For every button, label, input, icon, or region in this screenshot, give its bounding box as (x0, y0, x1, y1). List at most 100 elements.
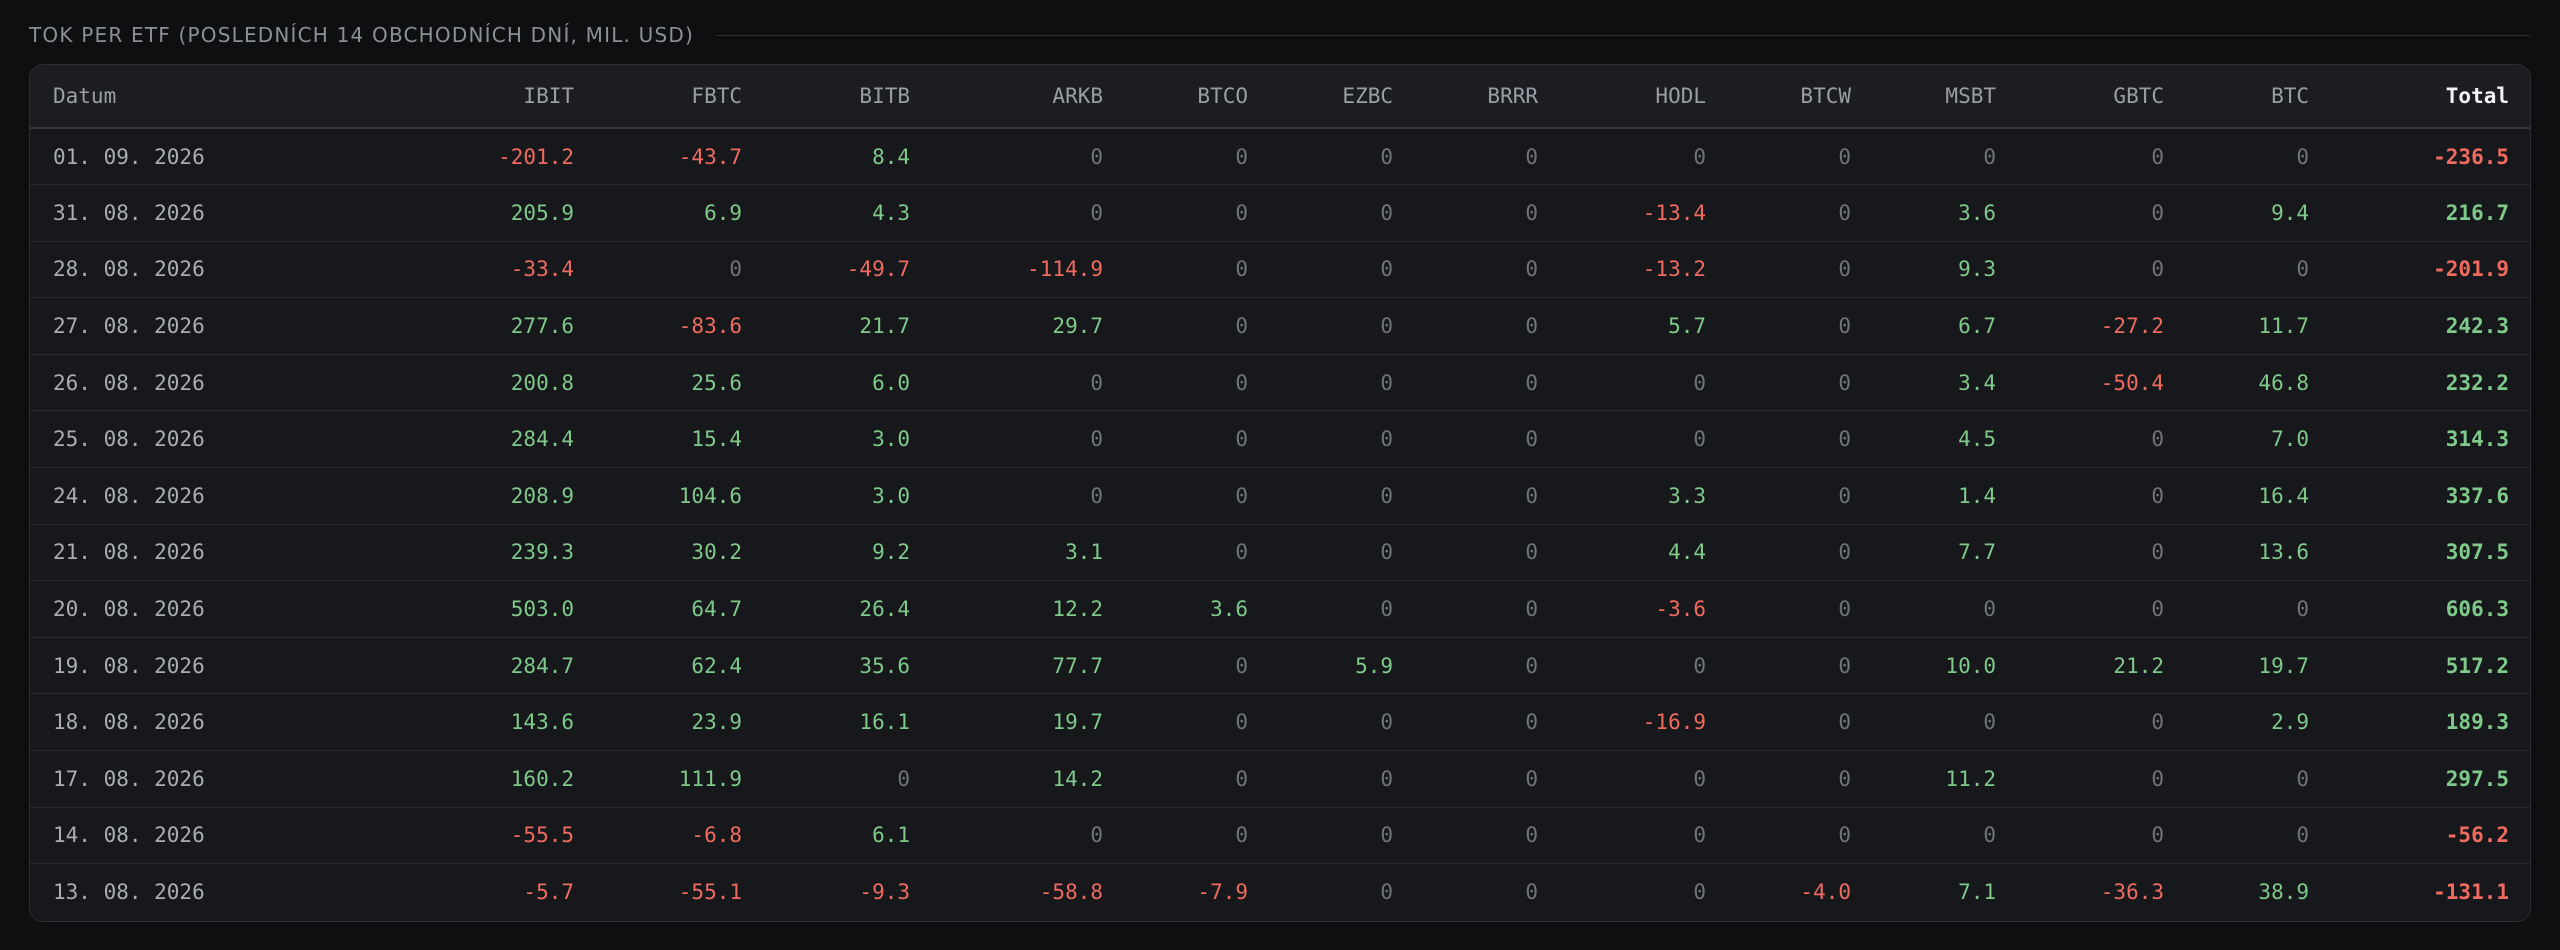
flow-cell-hodl: -13.2 (1559, 241, 1727, 299)
flow-cell-brrr: 0 (1414, 750, 1559, 808)
flow-cell-ibit: 205.9 (390, 184, 595, 242)
flow-cell-gbtc: -36.3 (2100, 880, 2164, 905)
date-cell: 14. 08. 2026 (30, 807, 390, 865)
flow-cell-hodl: 5.7 (1559, 297, 1727, 355)
section-title: TOK PER ETF (POSLEDNÍCH 14 OBCHODNÍCH DN… (29, 23, 695, 47)
flow-cell-btco: 0 (1124, 807, 1269, 865)
date-cell: 27. 08. 2026 (30, 297, 390, 355)
flow-cell-btco: 0 (1124, 637, 1269, 695)
column-header-total: Total (2330, 65, 2530, 129)
flow-cell-btco: 0 (1124, 693, 1269, 752)
flow-cell-gbtc: 0 (2017, 241, 2185, 299)
flow-cell-gbtc: 0 (2017, 807, 2185, 865)
flow-cell-msbt: 3.4 (1872, 354, 2017, 412)
date-cell: 19. 08. 2026 (30, 637, 390, 695)
flow-cell-btcw: 0 (1727, 807, 1872, 865)
flow-cell-gbtc: 0 (2017, 410, 2185, 469)
flow-cell-btco: 0 (1124, 524, 1269, 582)
flow-cell-brrr: 0 (1414, 637, 1559, 695)
date-cell: 13. 08. 2026 (53, 880, 205, 905)
etf-flow-table-card: Datum IBIT FBTC BITB ARKB BTCO EZBC BRRR HODL BTC… (29, 64, 2531, 922)
flow-cell-msbt: 7.1 (1958, 880, 1996, 905)
flow-cell-gbtc: 0 (2017, 524, 2185, 582)
table-row: 20. 08. 2026 503.0 64.7 26.4 12.2 3.6 0 0 -3.6 0 0… (30, 580, 2530, 638)
flow-cell-btc: 2.9 (2185, 693, 2330, 752)
flow-cell-ezbc: 0 (1380, 880, 1393, 905)
etf-flow-table: Datum IBIT FBTC BITB ARKB BTCO EZBC BRRR HODL BTC… (30, 65, 2530, 920)
flow-cell-btcw: -4.0 (1800, 880, 1851, 905)
column-header-arkb: ARKB (931, 65, 1124, 129)
flow-cell-ezbc: 5.9 (1269, 637, 1414, 695)
flow-cell-btcw: 0 (1727, 184, 1872, 242)
flow-cell-hodl: 0 (1559, 354, 1727, 412)
column-header-hodl: HODL (1559, 65, 1727, 129)
flow-cell-bitb: 3.0 (763, 410, 931, 469)
flow-cell-btco: 0 (1124, 354, 1269, 412)
flow-cell-btc: 9.4 (2185, 184, 2330, 242)
table-row: 26. 08. 2026 200.8 25.6 6.0 0 0 0 0 0 0 3.4 -50.4 46… (30, 354, 2530, 412)
total-cell: 216.7 (2330, 184, 2530, 242)
flow-cell-btc: 13.6 (2185, 524, 2330, 582)
flow-cell-ezbc: 0 (1269, 297, 1414, 355)
flow-cell-ibit: 160.2 (390, 750, 595, 808)
flow-cell-arkb: 0 (931, 354, 1124, 412)
flow-cell-btc: 7.0 (2185, 410, 2330, 469)
flow-cell-arkb: 0 (931, 807, 1124, 865)
flow-cell-msbt: 0 (1872, 693, 2017, 752)
flow-cell-fbtc: 25.6 (595, 354, 763, 412)
total-cell: -56.2 (2330, 807, 2530, 865)
flow-cell-btc: 11.7 (2185, 297, 2330, 355)
flow-cell-btcw: 0 (1727, 580, 1872, 638)
date-cell: 20. 08. 2026 (30, 580, 390, 638)
flow-cell-fbtc: -6.8 (595, 807, 763, 865)
table-body: 01. 09. 2026 -201.2 -43.7 8.4 0 0 0 0 0 0 0 0 0 -236.… (30, 128, 2530, 920)
flow-cell-hodl: 0 (1559, 750, 1727, 808)
flow-cell-btcw: 0 (1727, 297, 1872, 355)
flow-cell-msbt: 4.5 (1872, 410, 2017, 469)
date-cell: 18. 08. 2026 (30, 693, 390, 752)
flow-cell-ezbc: 0 (1269, 580, 1414, 638)
flow-cell-msbt: 6.7 (1872, 297, 2017, 355)
total-cell: 606.3 (2330, 580, 2530, 638)
flow-cell-btco: 0 (1124, 241, 1269, 299)
flow-cell-bitb: 4.3 (763, 184, 931, 242)
flow-cell-btcw: 0 (1727, 637, 1872, 695)
table-row: 14. 08. 2026 -55.5 -6.8 6.1 0 0 0 0 0 0 0 0 0 -56.2 (30, 807, 2530, 865)
date-cell: 25. 08. 2026 (30, 410, 390, 469)
flow-cell-btco: 0 (1124, 297, 1269, 355)
flow-cell-ezbc: 0 (1269, 354, 1414, 412)
flow-cell-ezbc: 0 (1269, 128, 1414, 186)
flow-cell-bitb: 0 (763, 750, 931, 808)
column-header-brrr: BRRR (1414, 65, 1559, 129)
date-cell: 26. 08. 2026 (30, 354, 390, 412)
flow-cell-msbt: 10.0 (1872, 637, 2017, 695)
date-cell: 17. 08. 2026 (30, 750, 390, 808)
flow-cell-ibit: -5.7 (523, 880, 574, 905)
column-header-gbtc: GBTC (2017, 65, 2185, 129)
flow-cell-msbt: 0 (1872, 580, 2017, 638)
section-header: TOK PER ETF (POSLEDNÍCH 14 OBCHODNÍCH DN… (29, 18, 2531, 52)
flow-cell-brrr: 0 (1414, 524, 1559, 582)
flow-cell-ibit: -55.5 (390, 807, 595, 865)
table-row: 31. 08. 2026 205.9 6.9 4.3 0 0 0 0 -13.4 0 3.6 0 9.4… (30, 184, 2530, 242)
flow-cell-btco: 0 (1124, 128, 1269, 186)
flow-cell-arkb: 0 (931, 184, 1124, 242)
flow-cell-gbtc: 0 (2017, 128, 2185, 186)
flow-cell-brrr: 0 (1525, 880, 1538, 905)
flow-cell-arkb: 12.2 (931, 580, 1124, 638)
table-row: 25. 08. 2026 284.4 15.4 3.0 0 0 0 0 0 0 4.5 0 7.0 314… (30, 410, 2530, 469)
flow-cell-brrr: 0 (1414, 297, 1559, 355)
flow-cell-msbt: 11.2 (1872, 750, 2017, 808)
flow-cell-fbtc: 0 (595, 241, 763, 299)
flow-cell-ezbc: 0 (1269, 410, 1414, 469)
total-cell: 232.2 (2330, 354, 2530, 412)
flow-cell-ibit: 284.4 (390, 410, 595, 469)
table-row: 24. 08. 2026 208.9 104.6 3.0 0 0 0 0 3.3 0 1.4 0 16.… (30, 467, 2530, 525)
flow-cell-gbtc: 0 (2017, 184, 2185, 242)
table-row: 28. 08. 2026 -33.4 0 -49.7 -114.9 0 0 0 -13.2 0 9.… (30, 241, 2530, 299)
date-cell: 01. 09. 2026 (30, 128, 390, 186)
flow-cell-fbtc: 30.2 (595, 524, 763, 582)
flow-cell-hodl: -3.6 (1559, 580, 1727, 638)
flow-cell-btco: 3.6 (1124, 580, 1269, 638)
flow-cell-fbtc: -83.6 (595, 297, 763, 355)
